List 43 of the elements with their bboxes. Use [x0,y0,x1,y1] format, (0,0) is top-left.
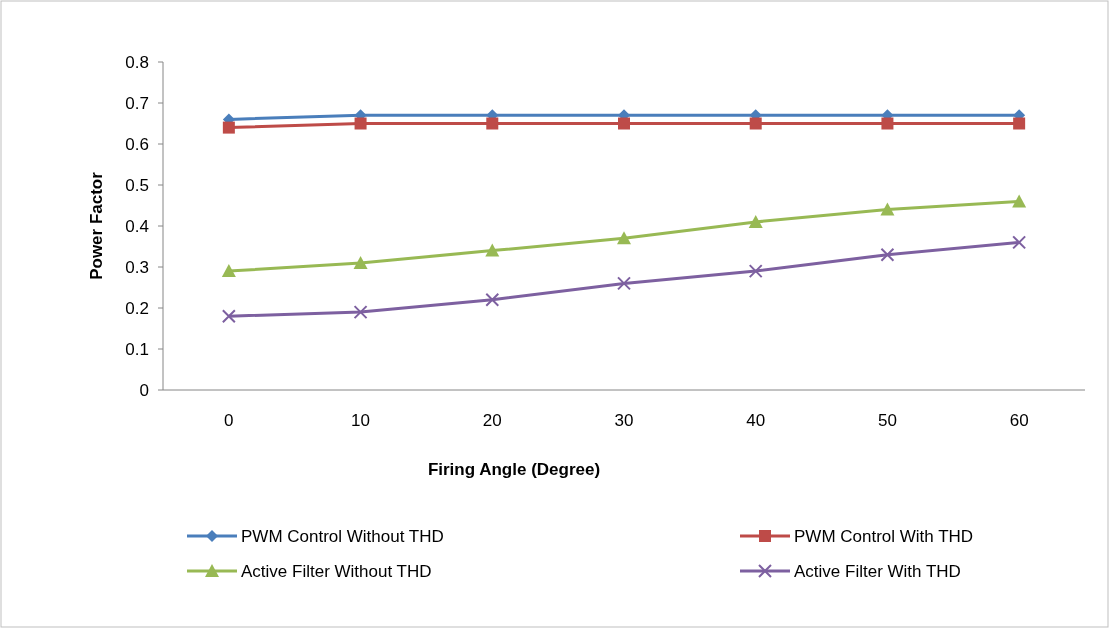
x-tick-label: 50 [877,411,897,430]
point [485,243,500,257]
legend-label: PWM Control With THD [794,526,974,546]
point [221,264,236,278]
legend-label: PWM Control Without THD [241,526,444,546]
point [1012,235,1027,250]
point [880,247,895,262]
x-tick-label: 60 [1009,411,1029,430]
y-tick-label: 0.2 [125,298,149,318]
x-axis-title: Firing Angle (Degree) [427,460,601,479]
x-tick-label: 20 [482,411,502,430]
point [618,117,630,130]
x-tick-label: 30 [614,411,634,430]
point [880,202,895,216]
x-tick-label: 40 [746,411,766,430]
point [486,117,499,130]
y-tick-label: 0.6 [125,134,149,154]
point [1013,117,1026,130]
point [617,231,631,245]
point [1012,194,1027,208]
y-tick-label: 0.7 [125,93,149,113]
legend-label: Active Filter Without THD [241,561,432,581]
point [353,255,368,269]
point [485,292,500,307]
point [749,117,762,130]
y-tick-label: 0.4 [125,216,149,236]
y-tick-label: 0.1 [125,339,149,359]
point [354,117,367,130]
point [748,264,763,279]
point [222,121,235,134]
y-tick-label: 0.5 [125,175,149,195]
legend-label: Active Filter With THD [794,561,961,581]
point [221,309,236,324]
y-tick-label: 0 [139,380,149,400]
point [881,117,894,130]
point [748,214,763,228]
point [617,276,631,291]
y-tick-label: 0.3 [125,257,149,277]
y-tick-label: 0.8 [125,52,149,72]
x-tick-label: 10 [351,411,371,430]
point [353,305,368,320]
y-axis-title: Power Factor [87,171,106,280]
x-tick-label: 0 [224,411,234,430]
